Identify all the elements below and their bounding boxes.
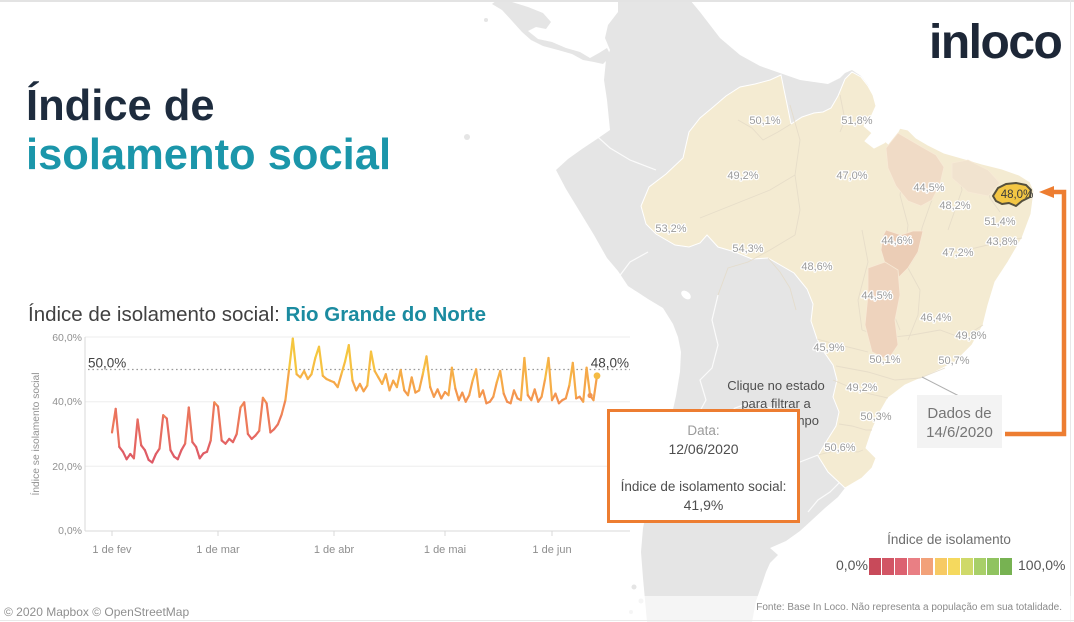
svg-text:50,3%: 50,3% bbox=[860, 411, 891, 423]
svg-text:49,2%: 49,2% bbox=[846, 382, 877, 394]
svg-text:47,0%: 47,0% bbox=[836, 170, 867, 182]
svg-text:49,2%: 49,2% bbox=[727, 170, 758, 182]
svg-text:49,8%: 49,8% bbox=[955, 330, 986, 342]
svg-text:54,3%: 54,3% bbox=[732, 243, 763, 255]
svg-text:46,4%: 46,4% bbox=[920, 312, 951, 324]
svg-text:50,1%: 50,1% bbox=[869, 354, 900, 366]
svg-text:51,8%: 51,8% bbox=[841, 115, 872, 127]
svg-text:48,0%: 48,0% bbox=[1001, 189, 1034, 201]
svg-text:48,2%: 48,2% bbox=[939, 200, 970, 212]
svg-text:48,6%: 48,6% bbox=[801, 261, 832, 273]
svg-text:50,1%: 50,1% bbox=[749, 115, 780, 127]
svg-text:51,4%: 51,4% bbox=[984, 216, 1015, 228]
svg-text:43,8%: 43,8% bbox=[986, 236, 1017, 248]
svg-text:44,5%: 44,5% bbox=[913, 182, 944, 194]
svg-text:45,9%: 45,9% bbox=[813, 342, 844, 354]
svg-text:50,7%: 50,7% bbox=[938, 355, 969, 367]
svg-text:47,2%: 47,2% bbox=[942, 247, 973, 259]
svg-text:53,2%: 53,2% bbox=[655, 223, 686, 235]
svg-text:50,6%: 50,6% bbox=[824, 442, 855, 454]
svg-text:44,5%: 44,5% bbox=[861, 290, 892, 302]
svg-text:44,6%: 44,6% bbox=[881, 235, 912, 247]
